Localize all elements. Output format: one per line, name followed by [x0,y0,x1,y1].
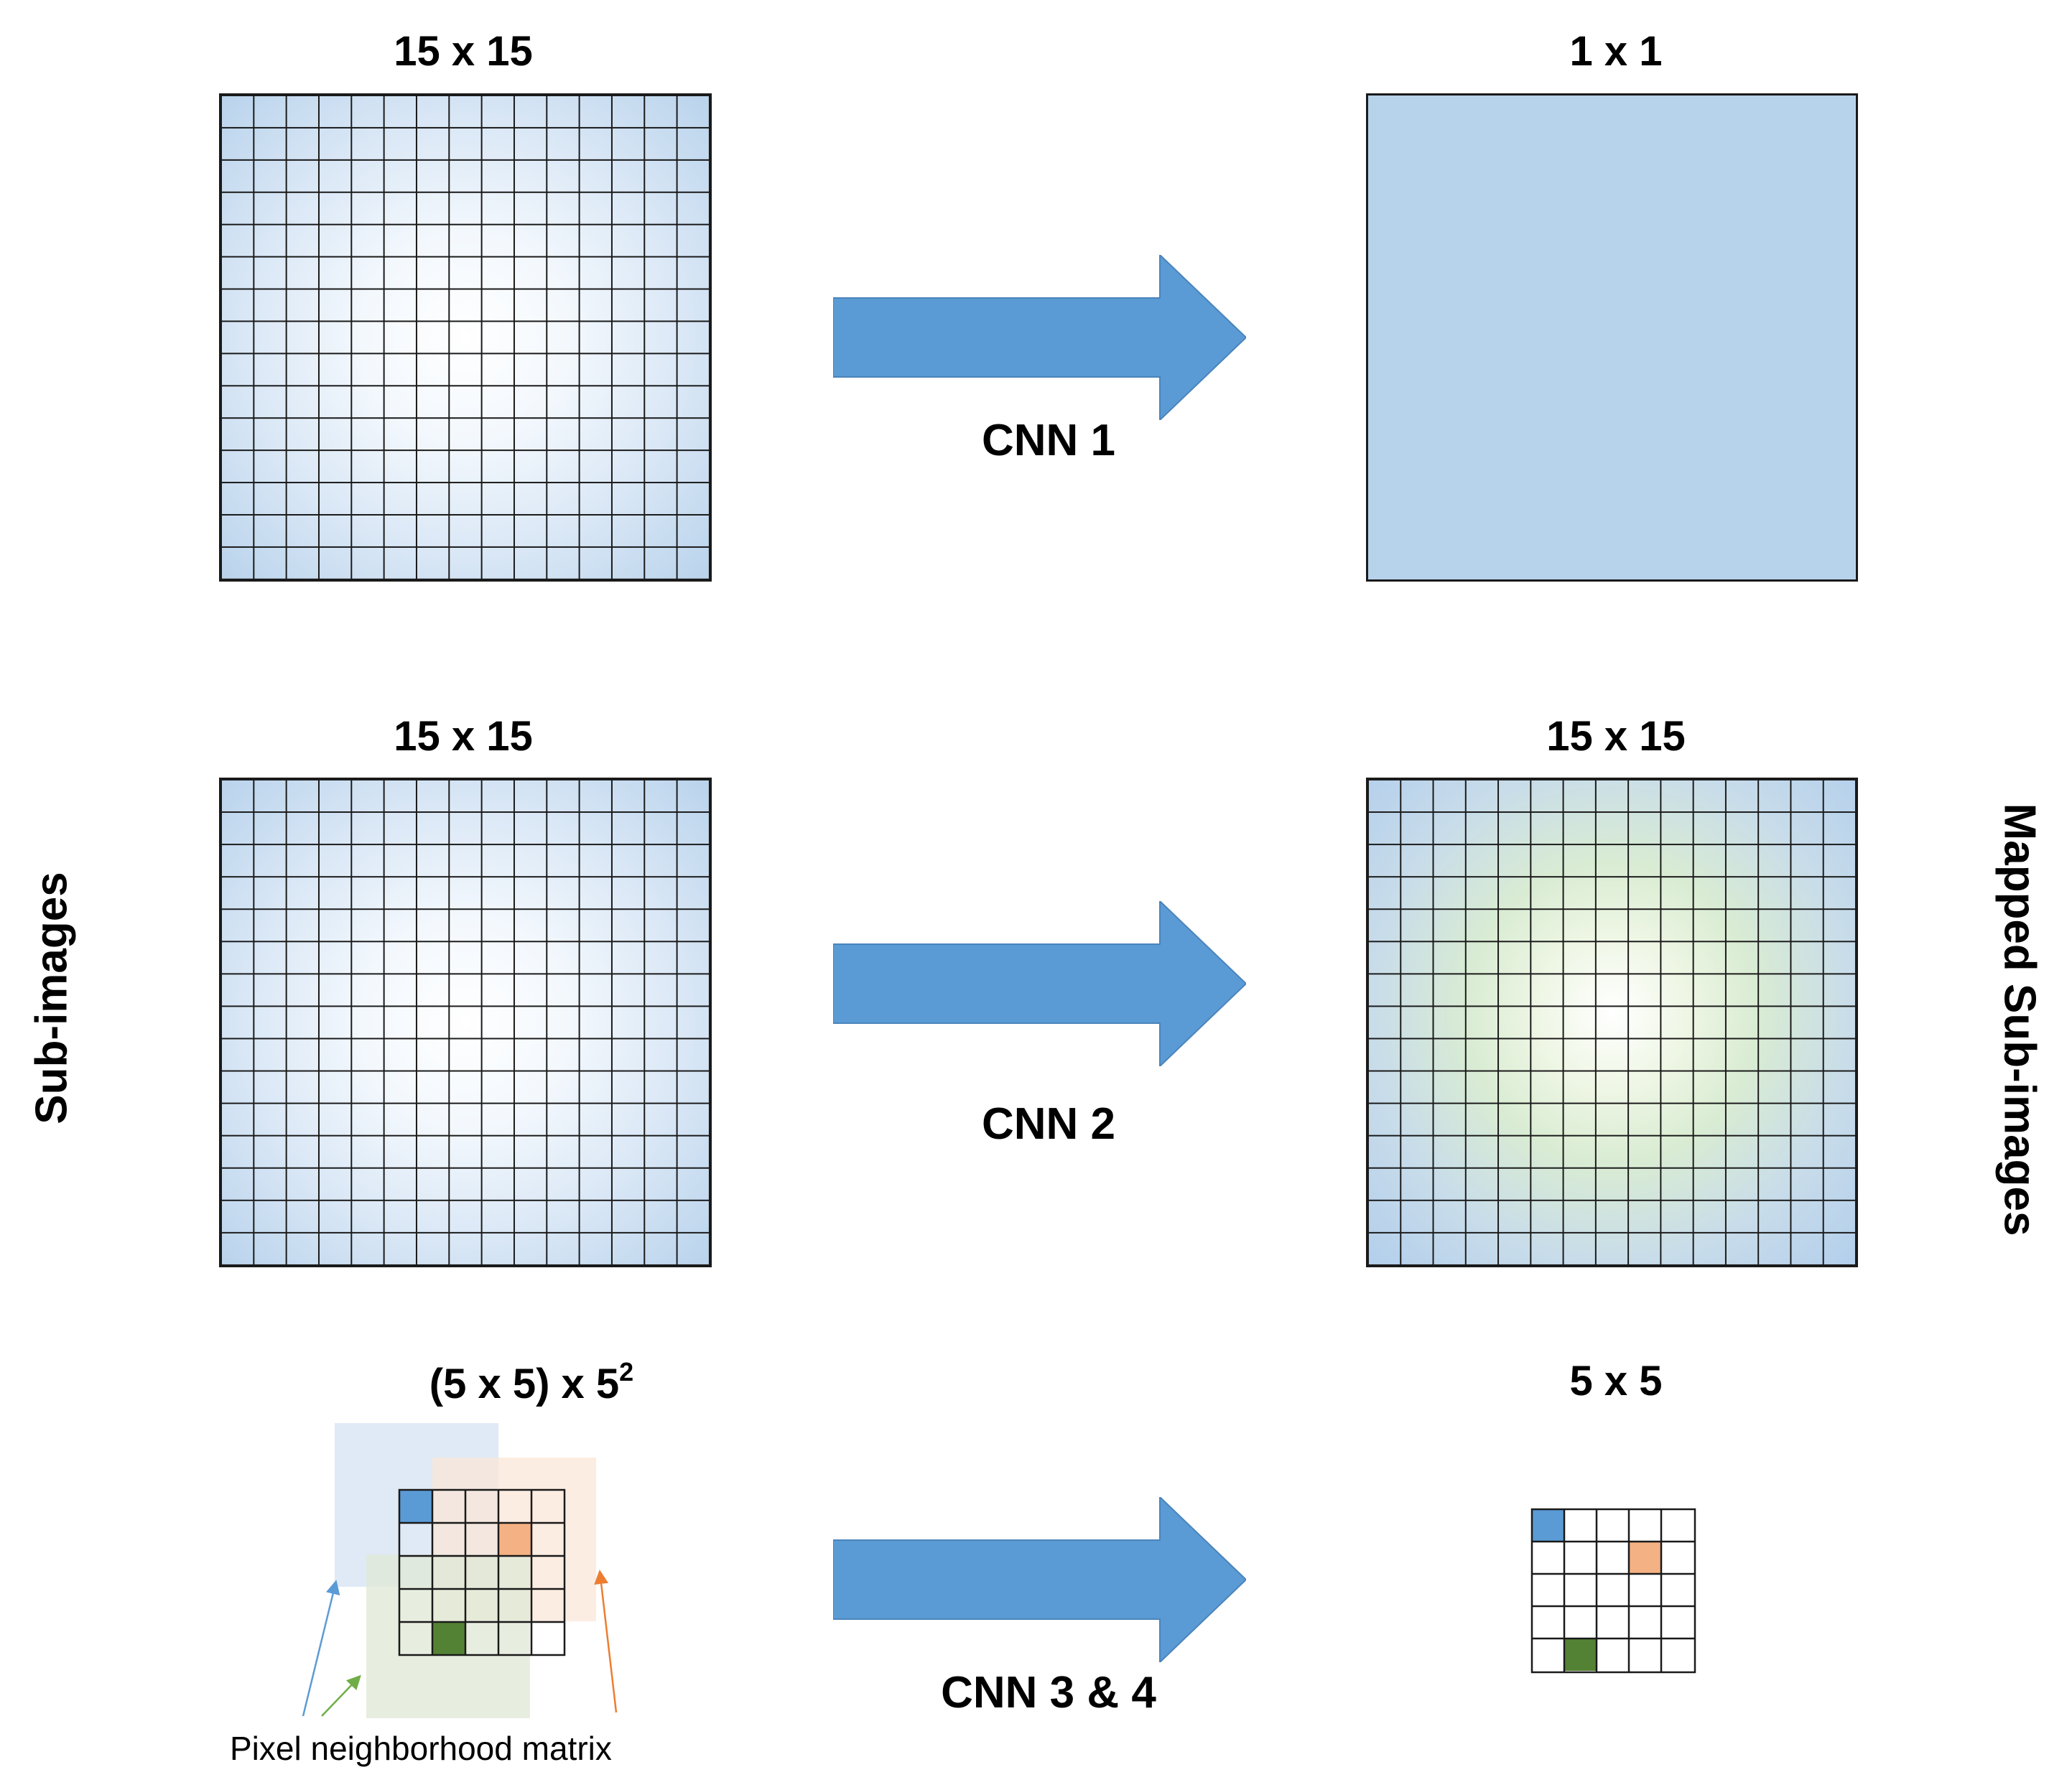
output-pixel-orange [1629,1542,1661,1574]
pointer-arrow-blue [302,1580,340,1717]
row2-arrow [833,901,1246,1066]
left-side-label: Sub-images [27,872,77,1124]
row1-arrow [833,255,1246,420]
neighborhood-grid-5x5 [398,1488,566,1656]
neighborhood-pixel-orange [498,1523,531,1556]
row3-right-title: 5 x 5 [1569,1358,1663,1404]
row3-left-title-main: (5 x 5) x 5 [429,1361,620,1407]
pointer-arrow-green [321,1674,361,1717]
row2-right-title: 15 x 15 [1546,713,1686,760]
caption-pointer-arrows [302,1570,618,1717]
row2-cnn-label: CNN 2 [981,1099,1116,1149]
row1-cnn-label: CNN 1 [981,416,1116,465]
neighborhood-caption: Pixel neighborhood matrix [230,1730,612,1767]
pointer-arrow-orange [594,1570,618,1713]
output-pixel-green [1564,1638,1597,1671]
row1-left-title: 15 x 15 [394,28,533,75]
row1-output-1x1 [1366,93,1858,582]
row3-arrow [833,1497,1246,1662]
neighborhood-pixel-blue [399,1490,432,1523]
row1-right-title: 1 x 1 [1569,28,1663,75]
row2-input-grid-15x15 [219,778,712,1267]
neighborhood-pixel-green [432,1622,465,1655]
row2-output-grid-15x15 [1366,778,1858,1267]
row3-cnn-label: CNN 3 & 4 [941,1668,1156,1717]
output-pixel-blue [1532,1509,1564,1542]
row3-left-title: (5 x 5) x 52 [388,1357,675,1408]
right-side-label: Mapped Sub-images [1994,803,2045,1236]
row3-left-title-superscript: 2 [619,1357,634,1386]
row2-left-title: 15 x 15 [394,713,533,760]
output-grid-5x5 [1530,1508,1696,1674]
row1-input-grid-15x15 [219,93,712,582]
